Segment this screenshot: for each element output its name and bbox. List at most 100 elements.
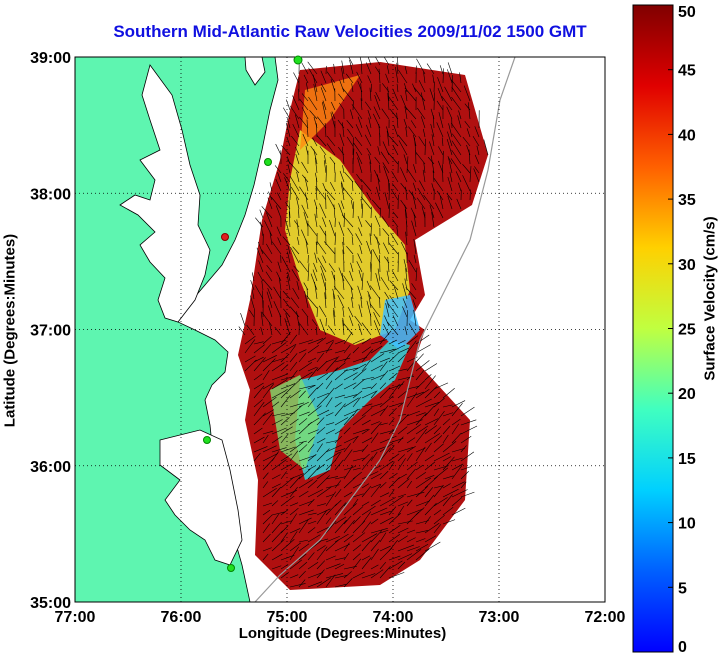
velocity-arrow <box>415 446 426 462</box>
velocity-arrow <box>298 539 309 543</box>
pamlico-sound <box>159 429 243 566</box>
velocity-arrow <box>307 263 310 282</box>
velocity-arrow <box>342 165 345 174</box>
velocity-arrow <box>404 66 408 75</box>
velocity-arrow <box>365 62 372 75</box>
velocity-arrow <box>424 374 432 381</box>
velocity-arrow <box>396 83 399 93</box>
velocity-arrow <box>358 304 363 318</box>
velocity-arrow <box>280 395 291 408</box>
velocity-arrow <box>433 435 443 444</box>
velocity-arrow <box>307 561 319 570</box>
velocity-arrow <box>309 110 318 120</box>
velocity-arrow <box>324 123 327 138</box>
velocity-arrow <box>367 290 372 300</box>
velocity-arrow <box>388 352 399 363</box>
velocity-arrow <box>325 397 333 408</box>
velocity-arrow <box>291 135 300 147</box>
velocity-arrow <box>391 183 399 192</box>
velocity-arrow <box>370 530 383 543</box>
velocity-arrow <box>451 86 462 102</box>
radar-site-marker <box>264 158 272 166</box>
velocity-arrow <box>356 173 363 183</box>
velocity-arrow <box>361 403 373 408</box>
velocity-arrow <box>437 160 444 174</box>
velocity-arrow <box>262 481 269 489</box>
colorbar-tick-label: 45 <box>678 63 696 80</box>
velocity-arrow <box>340 182 345 201</box>
velocity-arrow <box>343 275 354 291</box>
velocity-arrow <box>422 169 426 183</box>
velocity-arrow <box>361 390 377 399</box>
velocity-arrow <box>396 226 399 237</box>
velocity-arrow <box>346 136 354 147</box>
velocity-arrow <box>400 199 408 210</box>
velocity-arrow <box>388 525 401 534</box>
velocity-arrow <box>316 372 329 381</box>
velocity-arrow <box>280 417 290 426</box>
velocity-arrow <box>405 231 408 246</box>
velocity-arrow <box>361 203 364 219</box>
velocity-arrow <box>404 106 408 120</box>
velocity-arrow <box>271 241 282 255</box>
velocity-arrow <box>451 432 462 444</box>
velocity-arrow <box>343 344 351 354</box>
velocity-arrow <box>351 236 354 246</box>
velocity-arrow <box>357 116 363 129</box>
velocity-arrow <box>397 544 415 552</box>
velocity-arrow <box>298 553 307 561</box>
velocity-arrow <box>424 442 432 453</box>
velocity-arrow <box>298 353 307 363</box>
velocity-arrow <box>424 516 431 525</box>
velocity-arrow <box>290 247 300 264</box>
velocity-arrow <box>424 487 434 498</box>
velocity-arrow <box>341 60 345 75</box>
velocity-arrow <box>400 167 408 183</box>
velocity-arrow <box>298 440 307 444</box>
velocity-arrow <box>313 83 318 102</box>
velocity-arrow <box>325 192 327 210</box>
velocity-arrow <box>380 151 390 165</box>
velocity-arrow <box>255 217 264 228</box>
velocity-arrow <box>334 519 347 534</box>
velocity-arrow <box>370 564 379 570</box>
velocity-arrow <box>267 287 273 300</box>
velocity-arrow <box>405 106 417 120</box>
velocity-arrow <box>298 479 313 489</box>
velocity-arrow <box>390 232 399 246</box>
velocity-arrow <box>424 502 437 516</box>
velocity-arrow <box>397 354 406 363</box>
velocity-arrow <box>292 124 300 138</box>
velocity-arrow <box>388 418 395 426</box>
velocity-arrow <box>366 240 372 255</box>
velocity-arrow <box>433 410 445 426</box>
velocity-arrow <box>325 356 340 363</box>
grid-lines <box>75 57 605 602</box>
velocity-arrow <box>262 509 271 516</box>
velocity-arrow <box>429 88 435 102</box>
velocity-arrow <box>388 506 397 516</box>
velocity-arrow <box>307 61 318 75</box>
velocity-arrow <box>326 71 336 84</box>
velocity-arrow <box>320 70 327 84</box>
velocity-arrow <box>326 135 336 147</box>
velocity-arrow <box>372 248 381 264</box>
velocity-arrow <box>378 68 381 84</box>
velocity-arrow <box>458 182 462 192</box>
velocity-arrow <box>298 411 310 417</box>
velocity-arrow <box>369 303 381 318</box>
velocity-arrow <box>415 485 428 498</box>
velocity-arrow <box>379 361 388 372</box>
velocity-arrow <box>361 348 373 363</box>
velocity-arrow <box>406 385 420 390</box>
velocity-arrow <box>277 192 282 201</box>
velocity-arrow <box>460 491 475 498</box>
velocity-arrow <box>275 205 282 219</box>
velocity-arrow <box>370 421 382 435</box>
velocity-arrow <box>350 200 354 210</box>
velocity-arrow <box>360 198 363 210</box>
velocity-arrow <box>349 315 354 327</box>
velocity-arrow <box>262 370 270 381</box>
velocity-arrow <box>271 565 282 570</box>
velocity-arrow <box>253 385 265 399</box>
